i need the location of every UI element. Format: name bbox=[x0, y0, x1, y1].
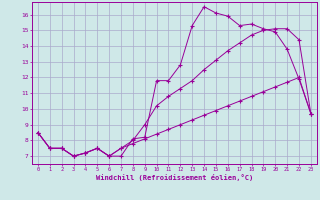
X-axis label: Windchill (Refroidissement éolien,°C): Windchill (Refroidissement éolien,°C) bbox=[96, 174, 253, 181]
